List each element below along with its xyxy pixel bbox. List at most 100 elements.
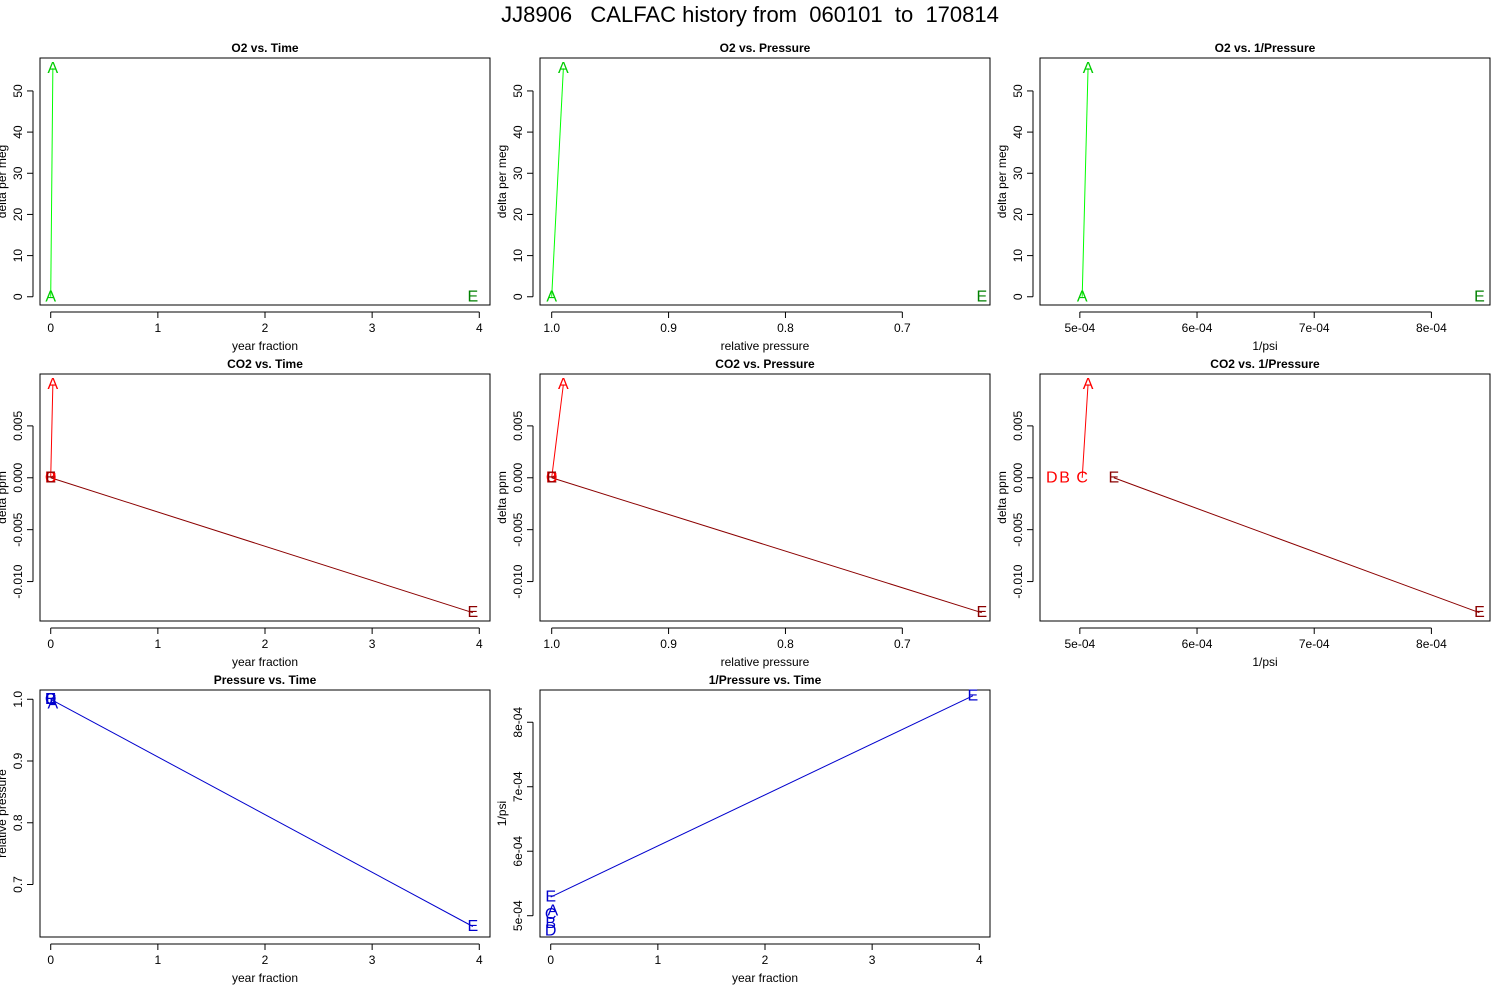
x-tick-label: 7e-04 [1299, 637, 1330, 651]
series-line [50, 698, 474, 927]
point-label-a: A [48, 376, 59, 393]
y-tick-label: 50 [1011, 84, 1025, 98]
point-label-c: C [1076, 469, 1088, 486]
y-tick-label: -0.005 [511, 512, 525, 546]
x-tick-label: 8e-04 [1416, 321, 1447, 335]
series-line [50, 68, 54, 297]
y-axis-label: delta per meg [495, 145, 509, 218]
x-tick-label: 0 [547, 953, 554, 967]
y-axis-label: delta ppm [995, 471, 1009, 524]
x-tick-label: 8e-04 [1416, 637, 1447, 651]
x-tick-label: 2 [262, 637, 269, 651]
plot-frame [39, 57, 491, 306]
point-label-e: E [468, 918, 479, 935]
point-label-b: B [546, 469, 557, 486]
point-label-a: A [558, 60, 569, 77]
y-tick-label: 40 [11, 125, 25, 139]
point-label-d: D [45, 469, 57, 486]
y-tick-label: 6e-04 [511, 836, 525, 867]
y-tick-label: 0.000 [511, 462, 525, 492]
x-tick-label: 7e-04 [1299, 321, 1330, 335]
y-axis-label: delta ppm [495, 471, 509, 524]
x-axis-label: relative pressure [721, 339, 810, 353]
point-label-e: E [968, 687, 979, 704]
y-tick-label: 50 [511, 84, 525, 98]
series-line [551, 68, 564, 297]
y-tick-label: 0.005 [11, 411, 25, 441]
series-line [1081, 384, 1089, 478]
x-tick-label: 0.7 [894, 637, 911, 651]
x-tick-label: 5e-04 [1064, 637, 1095, 651]
x-tick-label: 6e-04 [1182, 637, 1213, 651]
panel-title: CO2 vs. Pressure [715, 357, 815, 371]
point-label-e: E [1474, 288, 1485, 305]
y-tick-label: 0.000 [11, 462, 25, 492]
series-line [1081, 68, 1089, 297]
plot-frame [539, 689, 991, 938]
x-tick-label: 3 [369, 953, 376, 967]
y-axis-label: delta per meg [995, 145, 1009, 218]
panel-title: Pressure vs. Time [214, 673, 317, 687]
point-label-a: A [48, 696, 59, 713]
y-tick-label: 20 [11, 207, 25, 221]
y-tick-label: 7e-04 [511, 771, 525, 802]
x-tick-label: 3 [369, 637, 376, 651]
y-axis-label: delta ppm [0, 471, 9, 524]
x-tick-label: 0 [47, 953, 54, 967]
x-axis-label: year fraction [232, 339, 298, 353]
y-tick-label: 0.8 [11, 814, 25, 831]
y-tick-label: 10 [11, 249, 25, 263]
x-tick-label: 0.9 [660, 321, 677, 335]
y-tick-label: 20 [1011, 207, 1025, 221]
series-line [50, 384, 54, 478]
y-tick-label: 0.005 [511, 411, 525, 441]
y-tick-label: 0.000 [1011, 462, 1025, 492]
x-tick-label: 1 [155, 953, 162, 967]
x-tick-label: 1 [155, 637, 162, 651]
y-tick-label: 10 [511, 249, 525, 263]
point-label-e: E [45, 469, 56, 486]
panel-o2-vs-inverse-pressure: O2 vs. 1/Pressure 5e-04 6e-04 7e-04 8e-04 1/p… [995, 41, 1491, 353]
x-axis-label: 1/psi [1252, 339, 1277, 353]
point-label-b: B [45, 691, 56, 708]
plot-frame [539, 57, 991, 306]
plot-frame [39, 689, 491, 938]
point-label-e: E [468, 604, 479, 621]
panel-o2-vs-time: O2 vs. Time 0 1 2 3 4 year fraction 0 10 20 30 40 50… [0, 41, 491, 353]
y-tick-label: 0.9 [11, 752, 25, 769]
y-tick-label: 0.7 [11, 876, 25, 893]
x-tick-label: 0 [47, 321, 54, 335]
x-tick-label: 4 [976, 953, 983, 967]
x-tick-label: 1 [655, 953, 662, 967]
x-tick-label: 4 [476, 321, 483, 335]
point-label-a: A [48, 60, 59, 77]
point-label-c: C [45, 469, 57, 486]
y-axis-label: delta per meg [0, 145, 9, 218]
figure-title: JJ8906 CALFAC history from 060101 to 170… [501, 2, 999, 27]
y-tick-label: 30 [11, 166, 25, 180]
x-tick-label: 1.0 [543, 321, 560, 335]
series-line [550, 695, 974, 898]
point-label-c: C [45, 691, 57, 708]
x-tick-label: 0 [47, 637, 54, 651]
x-axis-label: year fraction [232, 971, 298, 985]
y-tick-label: 0.005 [1011, 411, 1025, 441]
x-tick-label: 4 [476, 637, 483, 651]
panel-co2-vs-pressure: CO2 vs. Pressure 1.0 0.9 0.8 0.7 relative pre… [495, 357, 991, 669]
panel-title: CO2 vs. 1/Pressure [1210, 357, 1320, 371]
point-label-a: A [558, 376, 569, 393]
series-line [50, 477, 474, 614]
x-tick-label: 0.9 [660, 637, 677, 651]
x-tick-label: 4 [476, 953, 483, 967]
y-tick-label: 0 [511, 293, 525, 300]
x-tick-label: 0.7 [894, 321, 911, 335]
y-tick-label: 5e-04 [511, 900, 525, 931]
y-tick-label: 40 [1011, 125, 1025, 139]
point-label-b: B [45, 469, 56, 486]
y-tick-label: 50 [11, 84, 25, 98]
x-tick-label: 2 [762, 953, 769, 967]
panel-title: CO2 vs. Time [227, 357, 303, 371]
point-label-e: E [976, 604, 987, 621]
plot-frame [1039, 373, 1491, 622]
